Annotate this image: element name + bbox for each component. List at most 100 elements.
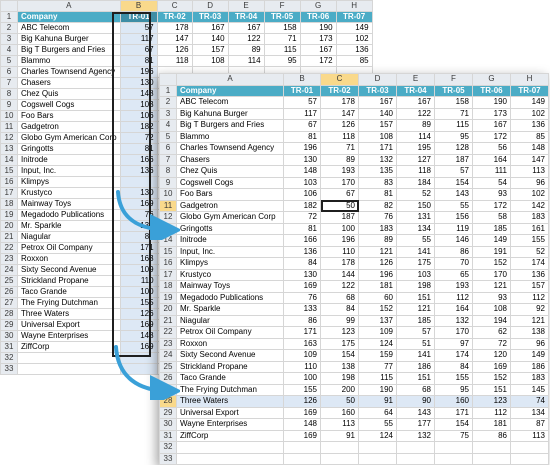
cell[interactable]: Blammo <box>17 55 121 67</box>
cell[interactable]: 181 <box>358 280 397 293</box>
cell[interactable]: Taco Grande <box>176 372 284 385</box>
column-header[interactable]: A <box>17 0 121 12</box>
cell[interactable]: 72 <box>283 211 321 224</box>
cell[interactable]: Megadodo Publications <box>176 291 284 304</box>
row-header[interactable]: 33 <box>0 363 18 375</box>
row-header[interactable]: 26 <box>0 286 18 298</box>
cell[interactable]: 86 <box>472 429 511 442</box>
cell[interactable]: 172 <box>472 199 511 212</box>
cell[interactable]: 173 <box>299 33 337 45</box>
cell[interactable]: 51 <box>396 337 435 350</box>
cell[interactable]: 141 <box>396 349 435 362</box>
row-header[interactable]: 5 <box>0 55 18 67</box>
cell[interactable]: TR-06 <box>299 11 337 23</box>
cell[interactable]: 85 <box>335 55 373 67</box>
cell[interactable]: 121 <box>358 245 397 258</box>
cell[interactable]: 103 <box>283 176 321 189</box>
cell[interactable]: 120 <box>472 349 511 362</box>
cell[interactable]: Globo Gym American Corp <box>176 211 284 224</box>
cell[interactable]: 50 <box>320 395 359 408</box>
column-header[interactable]: C <box>156 0 193 12</box>
cell[interactable]: 67 <box>320 188 359 201</box>
cell[interactable]: 84 <box>320 303 359 316</box>
row-header[interactable]: 21 <box>159 314 177 327</box>
column-header[interactable]: G <box>299 0 337 12</box>
row-header[interactable]: 5 <box>159 130 177 143</box>
cell[interactable]: 167 <box>299 44 337 56</box>
cell[interactable]: 100 <box>320 222 359 235</box>
cell[interactable]: 140 <box>191 33 229 45</box>
cell[interactable]: 159 <box>358 349 397 362</box>
cell[interactable]: 83 <box>358 176 397 189</box>
cell[interactable]: 149 <box>510 96 549 109</box>
cell[interactable]: 200 <box>320 383 359 396</box>
cell[interactable]: 96 <box>510 176 549 189</box>
cell[interactable]: 132 <box>434 314 473 327</box>
cell[interactable]: 142 <box>510 199 549 212</box>
cell[interactable]: 195 <box>396 142 435 155</box>
cell[interactable]: 196 <box>119 66 158 78</box>
cell[interactable]: 112 <box>434 291 473 304</box>
row-header[interactable]: 22 <box>159 326 177 339</box>
cell[interactable]: 86 <box>434 245 473 258</box>
cell[interactable]: 119 <box>434 222 473 235</box>
row-header[interactable]: 21 <box>0 231 18 243</box>
cell[interactable]: 184 <box>396 176 435 189</box>
cell[interactable]: 55 <box>358 418 397 431</box>
row-header[interactable]: 13 <box>0 143 18 155</box>
cell[interactable]: 169 <box>119 319 158 331</box>
cell[interactable]: 148 <box>119 88 158 100</box>
cell[interactable]: 136 <box>510 119 549 132</box>
cell[interactable]: 122 <box>227 33 265 45</box>
cell[interactable]: Company <box>17 11 121 23</box>
cell[interactable]: 123 <box>320 326 359 339</box>
cell[interactable]: 93 <box>472 291 511 304</box>
cell[interactable]: 167 <box>472 119 511 132</box>
row-header[interactable]: 16 <box>0 176 18 188</box>
cell[interactable]: 181 <box>472 418 511 431</box>
cell[interactable]: Roxxon <box>17 253 121 265</box>
cell[interactable]: Mainway Toys <box>176 280 284 293</box>
cell[interactable]: 89 <box>227 44 265 56</box>
cell[interactable]: 152 <box>358 303 397 316</box>
row-header[interactable]: 10 <box>0 110 18 122</box>
cell[interactable]: 154 <box>320 349 359 362</box>
cell[interactable]: 122 <box>320 280 359 293</box>
cell[interactable]: 67 <box>119 44 158 56</box>
cell[interactable]: Chasers <box>176 153 284 166</box>
cell[interactable]: 108 <box>358 130 397 143</box>
cell[interactable]: 169 <box>283 406 321 419</box>
cell[interactable]: 121 <box>472 280 511 293</box>
cell[interactable]: Initrode <box>176 234 284 247</box>
cell[interactable]: 55 <box>396 234 435 247</box>
cell[interactable]: 190 <box>299 22 337 34</box>
row-header[interactable]: 2 <box>0 22 18 34</box>
cell[interactable]: 183 <box>510 211 549 224</box>
cell[interactable]: TR-04 <box>227 11 265 23</box>
row-header[interactable]: 14 <box>0 154 18 166</box>
row-header[interactable]: 20 <box>0 220 18 232</box>
cell[interactable]: 117 <box>119 33 158 45</box>
row-header[interactable]: 29 <box>0 319 18 331</box>
cell[interactable]: 102 <box>510 188 549 201</box>
cell[interactable]: 89 <box>396 119 435 132</box>
cell[interactable]: 148 <box>510 142 549 155</box>
cell[interactable]: 95 <box>434 130 473 143</box>
cell[interactable]: Mainway Toys <box>17 198 121 210</box>
cell[interactable] <box>434 452 473 465</box>
cell[interactable]: 58 <box>472 211 511 224</box>
cell[interactable] <box>119 363 158 375</box>
cell[interactable]: Krustyco <box>17 187 121 199</box>
cell[interactable] <box>396 452 435 465</box>
cell[interactable]: 134 <box>396 222 435 235</box>
cell[interactable]: 109 <box>283 349 321 362</box>
cell[interactable]: Roxxon <box>176 337 284 350</box>
cell[interactable] <box>472 452 511 465</box>
cell[interactable]: 110 <box>320 245 359 258</box>
cell[interactable]: 128 <box>434 142 473 155</box>
cell[interactable]: 150 <box>396 199 435 212</box>
column-header[interactable]: D <box>191 0 229 12</box>
cell[interactable]: 81 <box>283 222 321 235</box>
cell[interactable]: 112 <box>472 406 511 419</box>
cell[interactable]: 113 <box>510 165 549 178</box>
